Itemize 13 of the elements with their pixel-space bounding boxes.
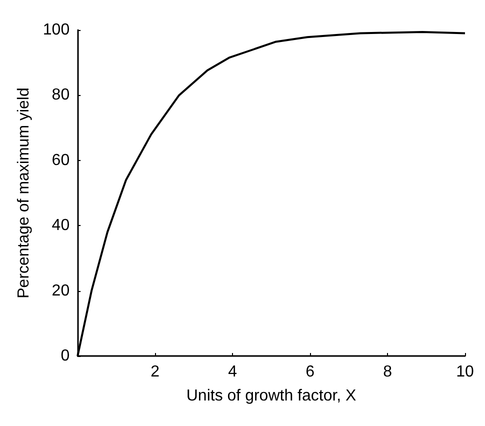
y-tick-label: 60	[52, 152, 70, 169]
x-tick-label: 6	[306, 364, 315, 380]
y-tick-label: 100	[42, 22, 70, 38]
y-tick-label: 0	[60, 348, 70, 364]
x-tick-label: 2	[150, 364, 160, 380]
y-tick-label: 20	[52, 282, 70, 300]
y-axis-title: Percentage of maximum yield	[16, 88, 32, 298]
y-tick-label: 80	[52, 86, 70, 104]
y-tick-label: 40	[52, 217, 70, 234]
x-axis-title: Units of growth factor, X	[186, 388, 357, 404]
x-tick-label: 4	[228, 364, 238, 380]
x-tick-label: 8	[383, 364, 392, 380]
x-tick-label: 10	[456, 364, 474, 380]
